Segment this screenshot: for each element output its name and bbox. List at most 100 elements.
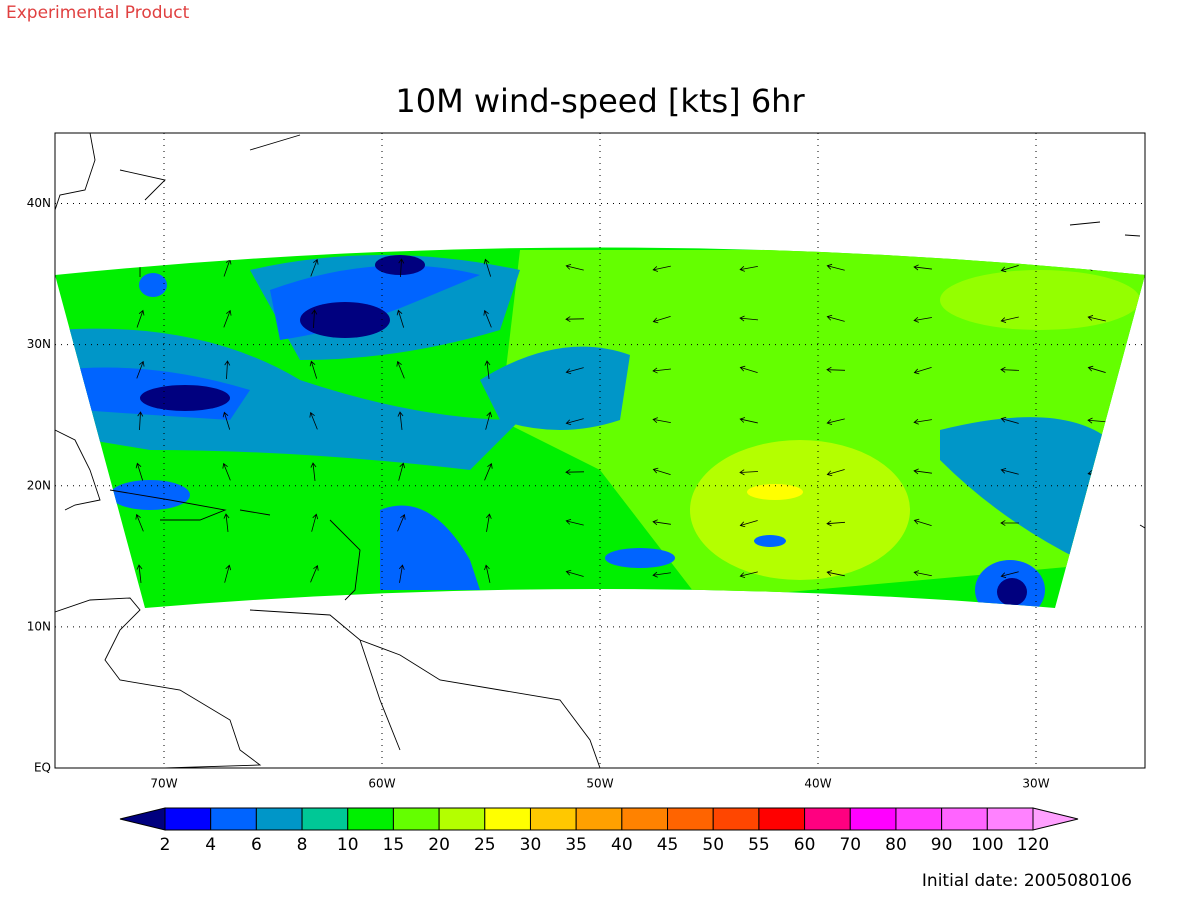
colorbar-box bbox=[529, 807, 577, 831]
wind-arrow bbox=[1000, 416, 1019, 424]
wind-arrow bbox=[565, 418, 584, 426]
wind-arrow bbox=[913, 468, 932, 475]
wind-arrow bbox=[826, 469, 845, 477]
wind-arrow bbox=[652, 571, 671, 578]
colorbar-box bbox=[667, 807, 714, 831]
wind-arrow bbox=[1000, 520, 1020, 526]
colorbar-box bbox=[849, 807, 897, 831]
wind-arrow bbox=[397, 513, 406, 532]
wind-arrow bbox=[398, 258, 405, 278]
map-frame bbox=[54, 132, 1146, 769]
colorbar-box bbox=[438, 807, 486, 831]
wind-arrow bbox=[484, 462, 493, 481]
colorbar-box bbox=[986, 807, 1034, 831]
wind-arrow bbox=[483, 258, 492, 277]
wind-arrow bbox=[396, 309, 405, 328]
wind-arrow bbox=[1000, 265, 1019, 273]
wind-arrow bbox=[913, 518, 932, 527]
wind-arrow bbox=[136, 309, 145, 328]
colorbar-box bbox=[347, 807, 394, 831]
y-tick-label: 30N bbox=[27, 337, 51, 351]
wind-arrow bbox=[1000, 467, 1019, 475]
wind-arrow bbox=[222, 411, 231, 430]
wind-arrow bbox=[398, 564, 405, 583]
wind-arrow bbox=[397, 411, 404, 430]
wind-arrow bbox=[309, 360, 318, 379]
wind-arrow bbox=[565, 518, 584, 526]
colorbar-box bbox=[392, 807, 440, 831]
colorbar-label: 45 bbox=[657, 835, 679, 855]
y-tick-label: EQ bbox=[34, 761, 51, 775]
wind-arrow bbox=[136, 564, 143, 583]
wind-arrow bbox=[1087, 469, 1106, 476]
colorbar: 2 4 6 8 10 15 20 25 30 35 40 45 50 55 60 70 80 90 100 120 bbox=[119, 807, 1079, 855]
colorbar-box bbox=[941, 807, 988, 831]
wind-arrow bbox=[826, 314, 845, 322]
wind-arrow bbox=[739, 417, 758, 424]
colorbar-label: 4 bbox=[205, 835, 216, 855]
wind-arrow bbox=[652, 316, 671, 324]
wind-arrow bbox=[913, 570, 932, 577]
wind-arrow bbox=[739, 571, 758, 579]
wind-arrow bbox=[1000, 366, 1020, 373]
colorbar-box bbox=[712, 807, 760, 831]
wind-arrow bbox=[652, 519, 671, 526]
wind-arrow bbox=[309, 411, 318, 430]
colorbar-box bbox=[255, 807, 303, 831]
wind-arrow bbox=[565, 316, 585, 323]
colorbar-label: 80 bbox=[885, 835, 907, 855]
wind-arrow bbox=[1087, 315, 1106, 322]
wind-arrow bbox=[565, 263, 584, 271]
colorbar-label: 10 bbox=[337, 835, 359, 855]
colorbar-label: 35 bbox=[565, 835, 587, 855]
colorbar-label: 60 bbox=[794, 835, 816, 855]
wind-arrow bbox=[1175, 264, 1192, 271]
colorbar-label: 100 bbox=[971, 835, 1003, 855]
wind-arrow bbox=[311, 513, 319, 532]
wind-arrow bbox=[913, 418, 932, 425]
colorbar-end bbox=[119, 807, 166, 831]
wind-arrow bbox=[826, 366, 846, 373]
wind-arrow bbox=[1087, 417, 1107, 424]
initial-date: Initial date: 2005080106 bbox=[922, 871, 1132, 891]
colorbar-label: 15 bbox=[383, 835, 405, 855]
wind-arrow bbox=[652, 265, 671, 272]
wind-arrow bbox=[396, 360, 405, 379]
colorbar-box bbox=[621, 807, 669, 831]
wind-arrow bbox=[1175, 570, 1192, 576]
colorbar-box bbox=[301, 807, 349, 831]
wind-arrow bbox=[913, 316, 932, 323]
x-tick-label: 30W bbox=[1022, 777, 1049, 791]
colorbar-label: 90 bbox=[931, 835, 953, 855]
colorbar-label: 70 bbox=[839, 835, 861, 855]
wind-arrow bbox=[310, 564, 319, 583]
wind-arrow bbox=[739, 365, 758, 373]
wind-arrow bbox=[1087, 365, 1106, 373]
wind-arrow bbox=[826, 263, 845, 271]
colorbar-label: 30 bbox=[520, 835, 542, 855]
colorbar-box bbox=[804, 807, 851, 831]
wind-arrow bbox=[1175, 418, 1192, 424]
wind-arrow bbox=[224, 360, 231, 380]
wind-arrow bbox=[913, 366, 932, 375]
wind-arrow bbox=[565, 367, 584, 375]
wind-arrow bbox=[223, 309, 232, 328]
wind-arrow bbox=[310, 462, 317, 481]
colorbar-label: 2 bbox=[160, 835, 171, 855]
wind-arrow bbox=[1087, 265, 1107, 272]
colorbar-box bbox=[895, 807, 943, 831]
colorbar-end bbox=[1032, 807, 1079, 831]
wind-arrow bbox=[652, 417, 671, 424]
title: 10M wind-speed [kts] 6hr bbox=[395, 82, 805, 120]
wind-arrow bbox=[913, 264, 932, 271]
wind-arrow bbox=[1175, 470, 1193, 475]
wind-arrow bbox=[310, 258, 319, 277]
wind-arrow bbox=[565, 569, 584, 577]
wind-arrow bbox=[1087, 571, 1106, 578]
colorbar-box bbox=[575, 807, 623, 831]
y-tick-label: 40N bbox=[27, 196, 51, 210]
wind-arrow bbox=[398, 462, 406, 481]
wind-arrow bbox=[485, 411, 493, 430]
wind-arrow bbox=[739, 469, 759, 476]
